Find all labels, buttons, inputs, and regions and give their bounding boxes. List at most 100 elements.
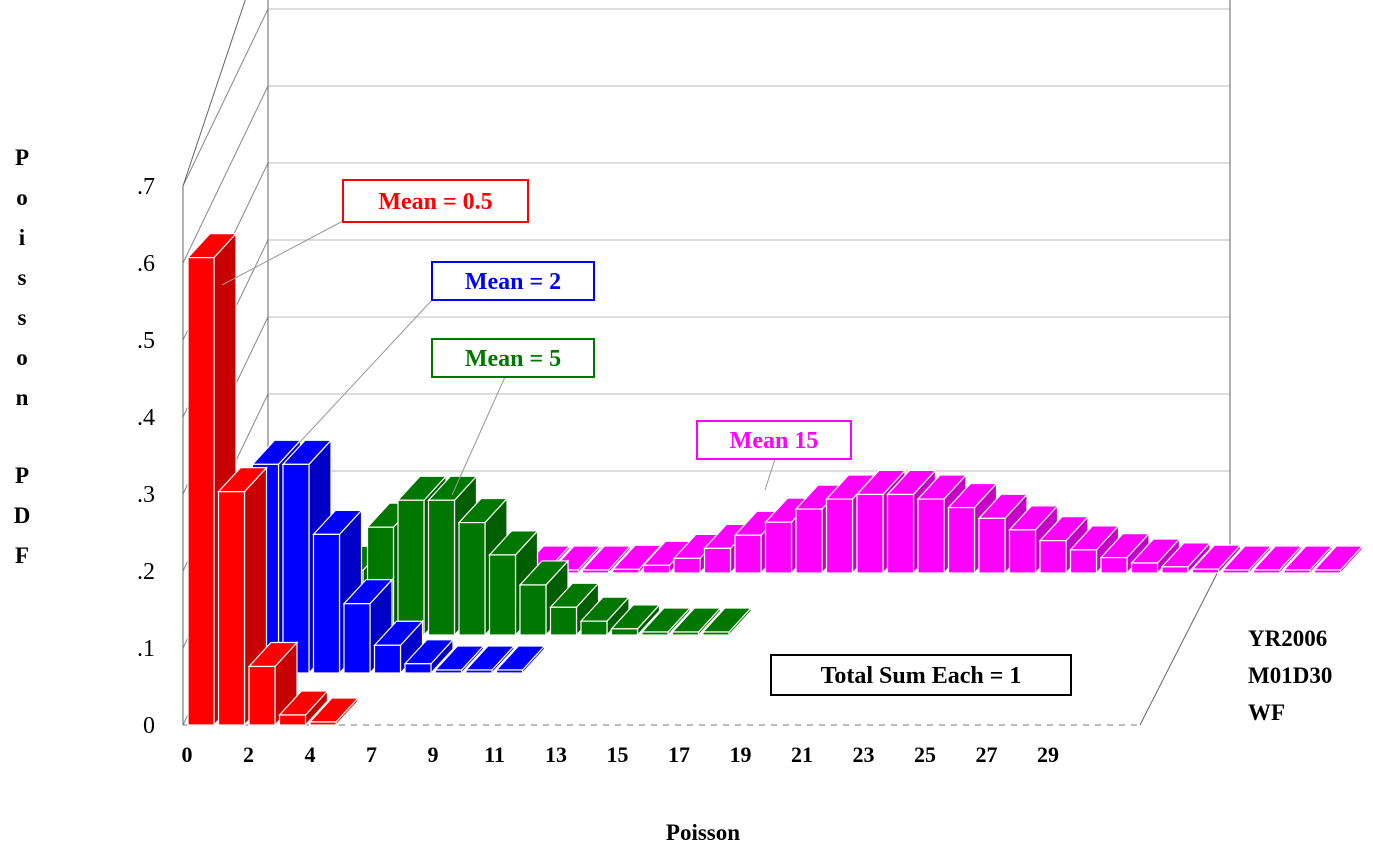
y-title-letter: o	[16, 185, 28, 210]
callout-leader	[451, 376, 506, 496]
total-sum-annotation: Total Sum Each = 1	[770, 654, 1072, 696]
y-title-letter: P	[15, 463, 29, 488]
bar-front	[612, 568, 640, 574]
callout-leader	[299, 299, 433, 443]
bar-front	[495, 669, 524, 674]
bar	[495, 644, 546, 675]
x-axis-title: Poisson	[666, 820, 740, 845]
bar	[1252, 544, 1303, 575]
bar	[610, 603, 661, 637]
bar-front	[764, 521, 793, 574]
bar-front	[1161, 566, 1189, 574]
y-axis-ticks: 0 .1 .2 .3 .4 .5 .6 .7	[137, 174, 155, 739]
stamp-line-1: YR2006	[1248, 626, 1327, 651]
x-tick-label: 9	[428, 742, 439, 767]
bar-front	[917, 498, 945, 574]
series-name-label: Mean 15	[730, 428, 819, 454]
bar-front	[1252, 569, 1281, 574]
x-tick-label: 11	[484, 742, 505, 767]
bar-front	[610, 628, 639, 636]
bar	[581, 544, 632, 575]
x-tick-label: 4	[305, 742, 316, 767]
y-tick-label: .4	[137, 405, 155, 431]
series-name-label: Mean = 5	[465, 346, 561, 372]
bar-front	[673, 557, 701, 574]
y-title-letter: s	[18, 265, 27, 290]
bar-front	[282, 463, 310, 674]
bar-front	[397, 499, 425, 636]
bar	[1130, 537, 1181, 575]
y-title-letter: i	[19, 225, 26, 250]
bar-front	[434, 669, 463, 674]
bar	[640, 606, 692, 637]
total-sum-text: Total Sum Each = 1	[821, 663, 1022, 689]
bar-front	[217, 491, 246, 726]
bar-front	[1008, 529, 1037, 574]
bar-front	[373, 644, 402, 674]
bar-front	[309, 721, 337, 726]
y-tick-label: .2	[137, 559, 155, 585]
bar-front	[549, 606, 578, 636]
y-tick-label: .5	[137, 328, 155, 354]
callout-box	[342, 179, 529, 223]
bar-front	[404, 663, 432, 674]
x-tick-label: 17	[668, 742, 690, 767]
bar-front	[465, 669, 493, 674]
y-tick-label: .6	[137, 251, 155, 277]
callout-box	[431, 261, 595, 301]
x-tick-label: 13	[545, 742, 567, 767]
bar-front	[312, 533, 341, 674]
bar-front	[1100, 556, 1128, 574]
bar-front	[642, 564, 671, 574]
callout-box	[696, 420, 852, 460]
bar-front	[488, 554, 517, 636]
bar-front	[187, 257, 215, 726]
bar-front	[825, 498, 854, 574]
y-tick-label: .7	[137, 174, 155, 200]
bar-front	[1191, 568, 1220, 574]
bar	[1160, 541, 1212, 575]
callout-leader	[764, 458, 776, 491]
bar-front	[248, 665, 276, 726]
y-title-letter: D	[14, 503, 31, 528]
bar	[1191, 543, 1242, 575]
bar	[1313, 544, 1364, 575]
x-tick-label: 15	[607, 742, 629, 767]
y-title-letter: n	[16, 385, 29, 410]
grid-side-line	[182, 85, 269, 264]
bar-front	[458, 521, 486, 636]
bar	[671, 606, 722, 637]
bar-front	[856, 493, 884, 574]
x-tick-label: 7	[366, 742, 377, 767]
bar	[916, 473, 968, 575]
bar-front	[343, 603, 371, 674]
x-tick-label: 2	[243, 742, 254, 767]
x-axis-ticks: 0 2 4 7 9 11 13 15 17 19 21 23 25 27 29	[182, 742, 1060, 767]
chart-bars	[186, 232, 1364, 727]
bar	[278, 689, 329, 727]
y-tick-label: .3	[137, 482, 155, 508]
bar	[1221, 544, 1273, 575]
bar-front	[1130, 562, 1159, 574]
bar	[403, 638, 455, 675]
bar	[434, 644, 485, 675]
bar-front	[581, 569, 610, 574]
series-callout: Mean = 0.5	[221, 179, 529, 286]
bar-front	[978, 517, 1006, 574]
stamp-line-3: WF	[1248, 700, 1285, 725]
bar	[464, 644, 516, 675]
left-wall-top-edge	[182, 0, 246, 187]
series-callout: Mean 15	[696, 420, 852, 491]
x-tick-label: 23	[853, 742, 875, 767]
y-title-letter: P	[15, 145, 29, 170]
bar-front	[641, 631, 669, 636]
floor-right-edge	[1139, 547, 1231, 726]
bar-front	[702, 631, 730, 636]
bar-front	[580, 620, 608, 636]
bar-front	[1283, 569, 1311, 574]
bar	[579, 595, 631, 637]
y-title-letter: o	[16, 345, 28, 370]
y-title-letter: F	[15, 543, 29, 568]
